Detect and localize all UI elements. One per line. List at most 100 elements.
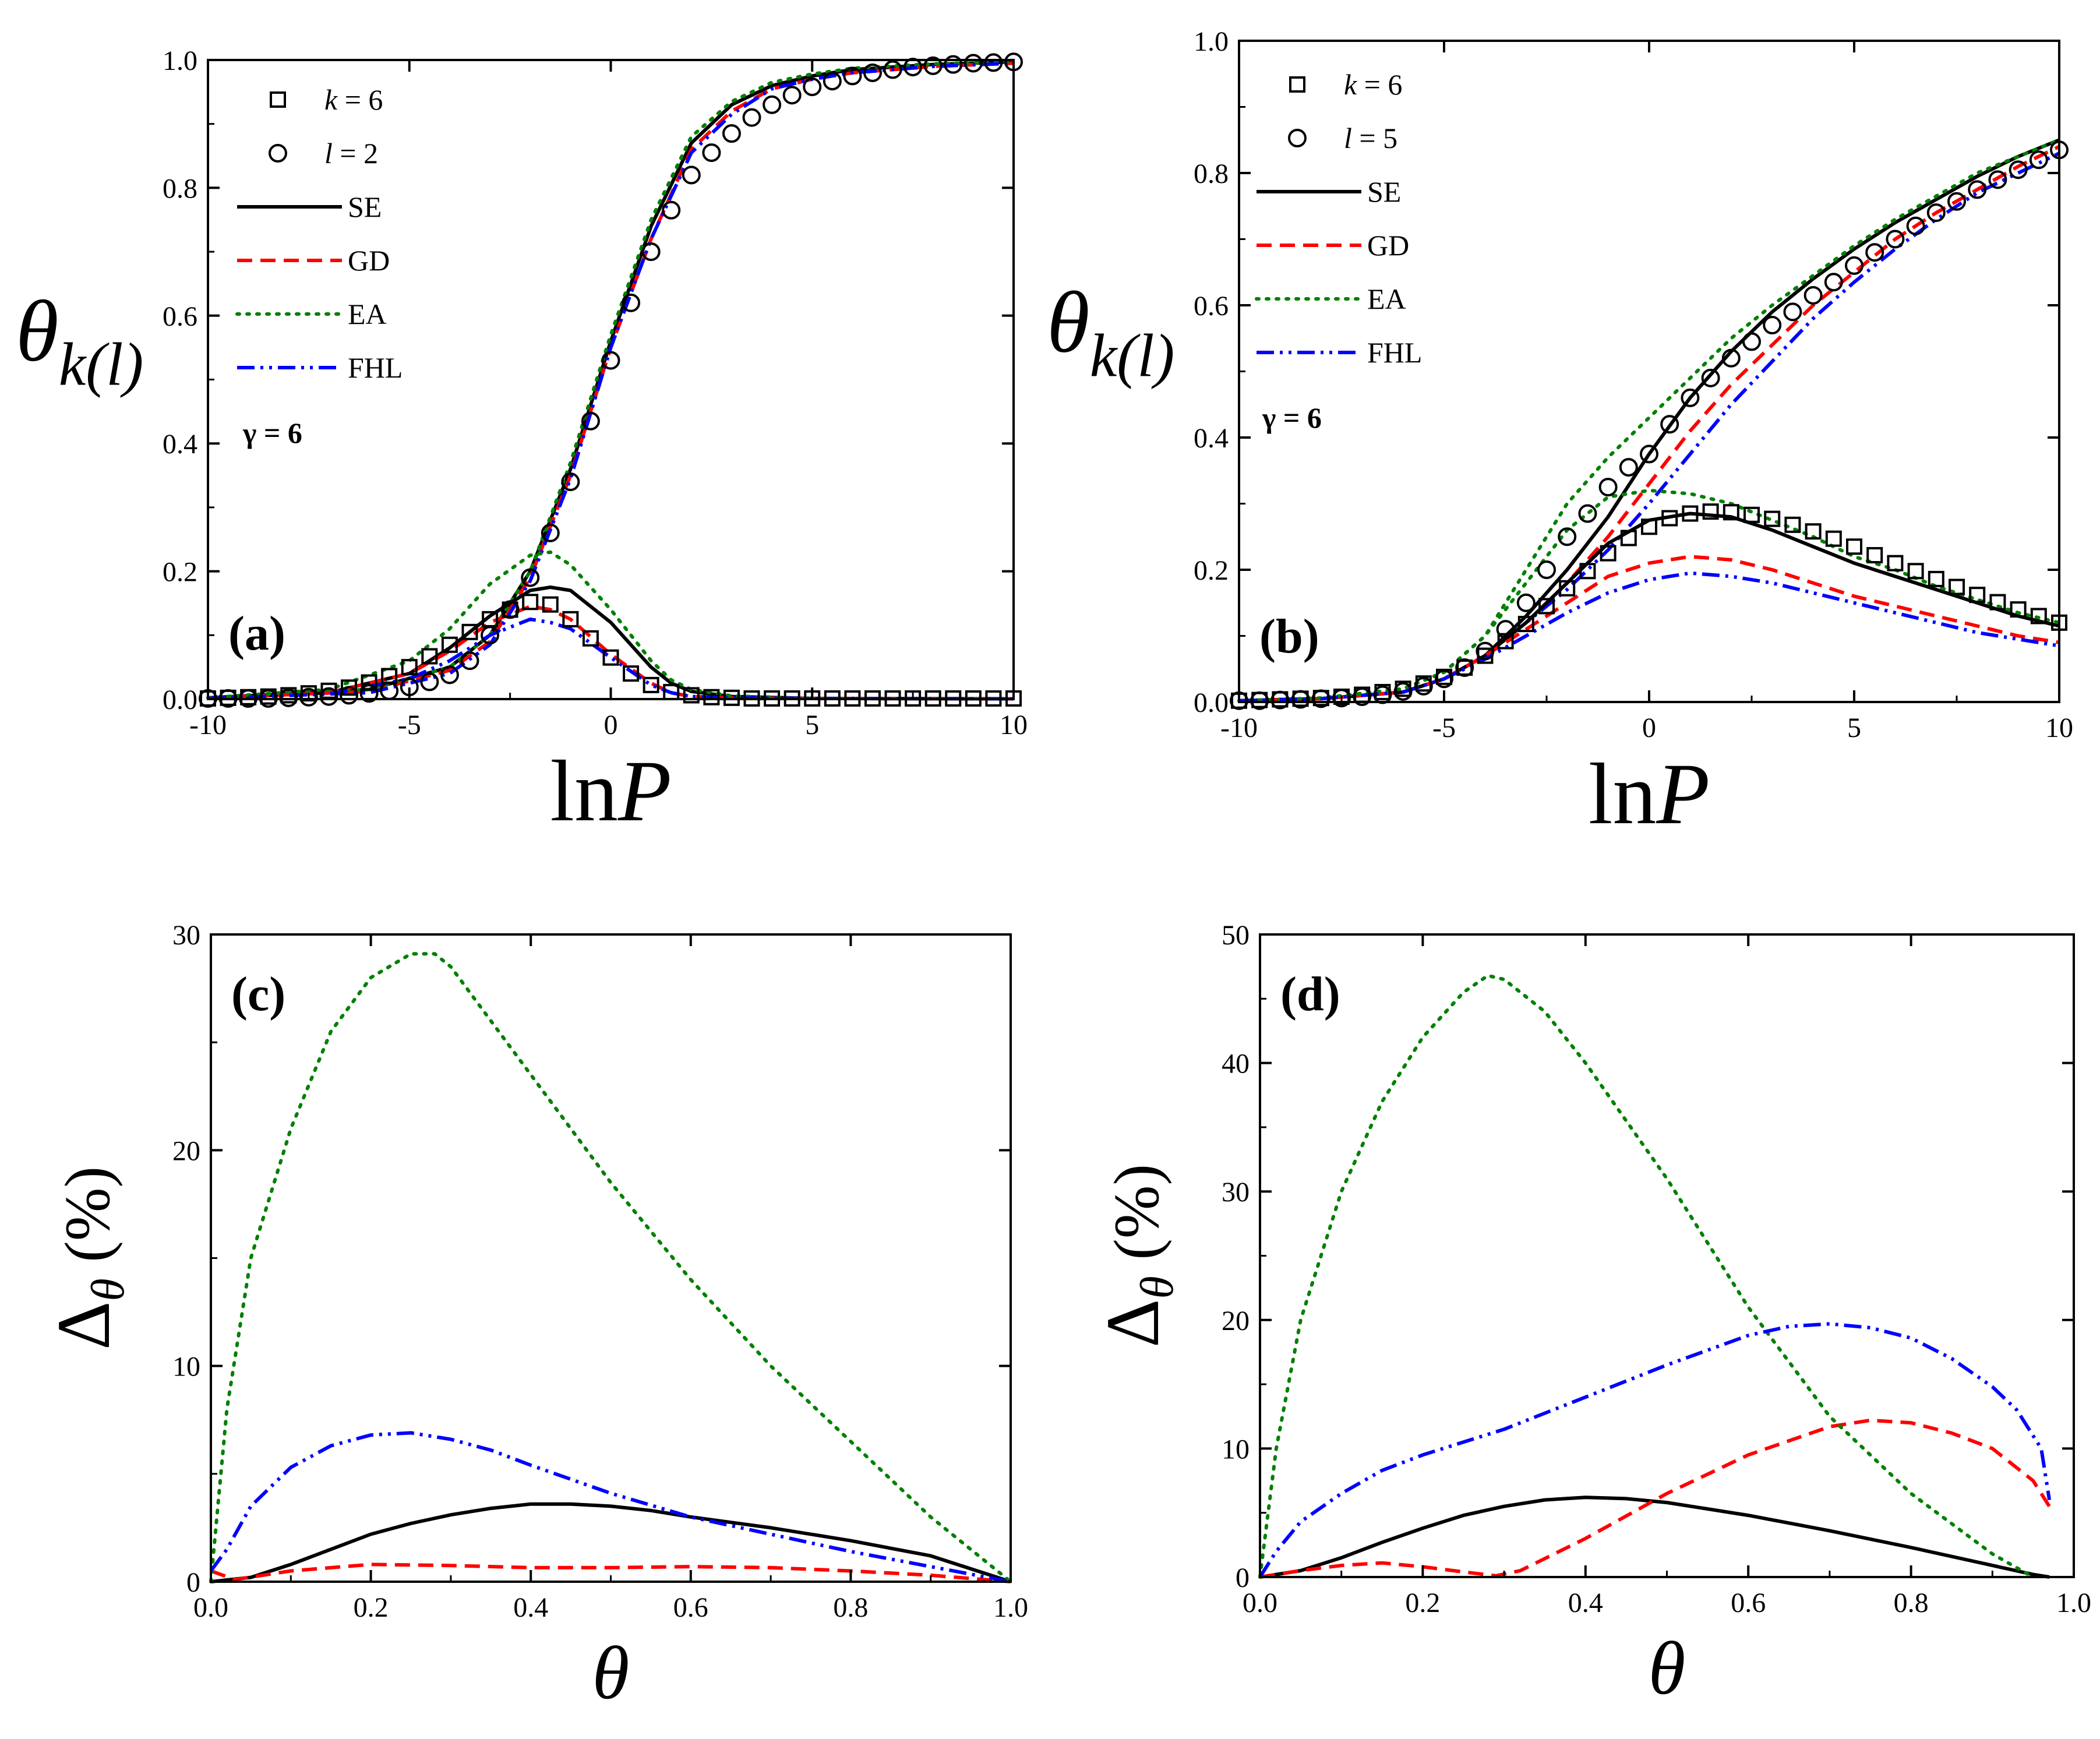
panel-a-circle-point (541, 523, 560, 542)
panel-b-series-k-6-fhl (1238, 571, 2060, 703)
legend-label: SE (1367, 175, 1401, 208)
panel-b-ytick-label: 0.4 (1194, 423, 1229, 454)
panel-a-circle-point (763, 95, 782, 114)
panel-b-circle-point (1250, 691, 1269, 710)
panel-b-circle-point (1886, 230, 1905, 249)
panel-a-label: (a) (228, 606, 285, 661)
panel-b-circle-point (1578, 504, 1597, 523)
panel-c-label: (c) (231, 967, 285, 1021)
panel-b-xtick-label: 5 (1847, 712, 1861, 743)
panel-b-square-point (1949, 579, 1965, 595)
legend-label: EA (348, 298, 387, 330)
panel-b-xtick-label: 0 (1642, 712, 1656, 743)
panel-b-circle-point (1619, 458, 1638, 477)
panel-c: 0.0 0.2 0.4 0.6 0.8 1.0 0 10 20 30 θ Δθ (%) (c) (42, 920, 1028, 1715)
panel-b-circle-point (1435, 669, 1453, 689)
panel-c-xtick-label: 0.4 (513, 1592, 548, 1623)
panel-a-square-point (703, 689, 720, 706)
panel-a-circle-point (460, 651, 479, 671)
panel-c-xtick-label: 0.0 (193, 1592, 228, 1623)
panel-c-ylabel: Δθ (%) (42, 1166, 134, 1350)
panel-b-xtick-label: 10 (2045, 712, 2073, 743)
panel-b-circle-point (1763, 316, 1782, 335)
panel-b-circle-point (1660, 415, 1679, 434)
panel-b-circle-point (1865, 243, 1884, 262)
panel-b-series-k-6-ea (1237, 488, 2061, 703)
panel-b-square-point (1805, 523, 1822, 540)
panel-c-xtick-label: 0.2 (354, 1592, 389, 1623)
panel-a-circle-point (782, 86, 802, 105)
panel-b-circle-point (1701, 368, 1720, 387)
panel-a-xtick-label: 10 (1000, 710, 1028, 740)
legend-square-marker (1289, 76, 1305, 93)
panel-b-square-point (2010, 601, 2027, 618)
panel-a: -10 -5 0 5 10 0.0 0.2 0.4 0.6 0.8 1.0 lnP θk(l) (a) k … (16, 45, 1028, 839)
panel-b-series-k-6-gd (1238, 555, 2060, 703)
panel-b-xtick-label: -10 (1220, 712, 1258, 743)
panel-b-square-point (1825, 530, 1842, 547)
panel-a-circle-point (359, 684, 379, 703)
panel-d-series-fhl (1258, 1322, 2052, 1578)
panel-a-square-point (562, 611, 579, 627)
panel-b-square-point (1928, 570, 1944, 587)
panel-b-xlabel: lnP (1589, 746, 1710, 842)
panel-b-square-point (1538, 598, 1555, 615)
panel-b-circle-point (1721, 348, 1741, 368)
panel-a-square-point (683, 687, 700, 704)
panel-a-circle-point (963, 54, 983, 73)
panel-a-circle-point (641, 242, 661, 262)
panel-b-circle-point (1270, 690, 1290, 710)
panel-a-legend-ea: EA (235, 298, 387, 330)
panel-c-xtick-label: 0.8 (833, 1592, 868, 1623)
panel-a-circle-point (883, 60, 902, 79)
panel-b-circle-point (1681, 388, 1700, 407)
panel-d-frame (1259, 933, 2075, 1578)
panel-d-xtick-label: 0.2 (1405, 1588, 1440, 1618)
panel-b-square-point (1620, 530, 1637, 546)
panel-b-circle-point (1291, 690, 1310, 709)
panel-a-circle-point (420, 672, 439, 692)
panel-a-circle-point (863, 63, 882, 82)
panel-a-circle-point (481, 626, 500, 645)
panel-b-square-point (1600, 545, 1617, 562)
panel-d-xlabel: θ (1649, 1627, 1686, 1710)
panel-d-series-se (1259, 1495, 2050, 1579)
panel-c-xtick-label: 1.0 (993, 1592, 1028, 1623)
panel-a-ytick-label: 0.6 (163, 301, 197, 332)
panel-a-circle-point (742, 108, 761, 127)
panel-b-ytick-label: 0.2 (1194, 555, 1229, 586)
panel-b-circle-point (1311, 689, 1330, 708)
panel-c-xtick-label: 0.6 (673, 1592, 708, 1623)
panel-a-series-k-6-fhl (207, 617, 1014, 701)
panel-a-legend-fhl: FHL (237, 351, 403, 384)
legend-label: FHL (348, 351, 403, 384)
panel-d-xtick-label: 0.4 (1568, 1588, 1603, 1618)
panel-d-series-gd (1259, 1418, 2051, 1579)
panel-b-square-point (1764, 510, 1781, 527)
panel-a-legend-gd: GD (237, 244, 390, 277)
panel-b-circle-point (1783, 302, 1802, 322)
panel-a-xtick-label: 0 (604, 710, 618, 740)
legend-label: l = 5 (1344, 122, 1397, 154)
panel-d-ytick-label: 50 (1222, 920, 1250, 951)
panel-a-square-point (522, 594, 539, 611)
panel-b-legend-gd: GD (1257, 229, 1409, 262)
panel-d-xtick-label: 0.6 (1731, 1588, 1766, 1618)
panel-b-series-l-5-fhl (1238, 151, 2060, 703)
panel-a-circle-point (702, 143, 721, 163)
panel-b-series-k-6-se (1238, 512, 2060, 703)
panel-a-circle-point (843, 66, 862, 86)
panel-b-legend-ea: EA (1255, 283, 1406, 315)
panel-c-ytick-label: 30 (172, 920, 200, 951)
panel-a-ylabel: θk(l) (16, 283, 143, 398)
panel-d-xtick-label: 1.0 (2056, 1588, 2091, 1618)
panel-b-ytick-label: 0.0 (1194, 687, 1229, 718)
panel-b-ytick-label: 0.6 (1194, 291, 1229, 322)
panel-a-square-point (361, 674, 377, 691)
panel-a-series-l-2-gd (207, 61, 1014, 700)
panel-a-ytick-label: 0.2 (163, 557, 197, 588)
panel-a-legend-se: SE (237, 191, 382, 223)
panel-b-circle-point (1640, 445, 1658, 464)
panel-b-square-point (1641, 518, 1657, 535)
panel-b-label: (b) (1259, 609, 1319, 664)
